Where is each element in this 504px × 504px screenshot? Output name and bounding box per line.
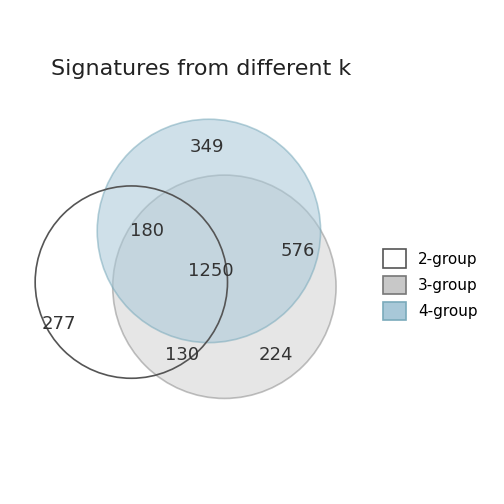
Legend: 2-group, 3-group, 4-group: 2-group, 3-group, 4-group xyxy=(377,243,484,327)
Text: 277: 277 xyxy=(41,315,76,333)
Text: 1250: 1250 xyxy=(187,262,233,280)
Text: 224: 224 xyxy=(259,346,293,364)
Text: 349: 349 xyxy=(190,138,225,156)
Circle shape xyxy=(97,119,321,343)
Text: 180: 180 xyxy=(130,222,164,240)
Text: 130: 130 xyxy=(165,346,200,364)
Title: Signatures from different k: Signatures from different k xyxy=(51,59,351,79)
Text: 576: 576 xyxy=(280,242,314,260)
Circle shape xyxy=(113,175,336,399)
